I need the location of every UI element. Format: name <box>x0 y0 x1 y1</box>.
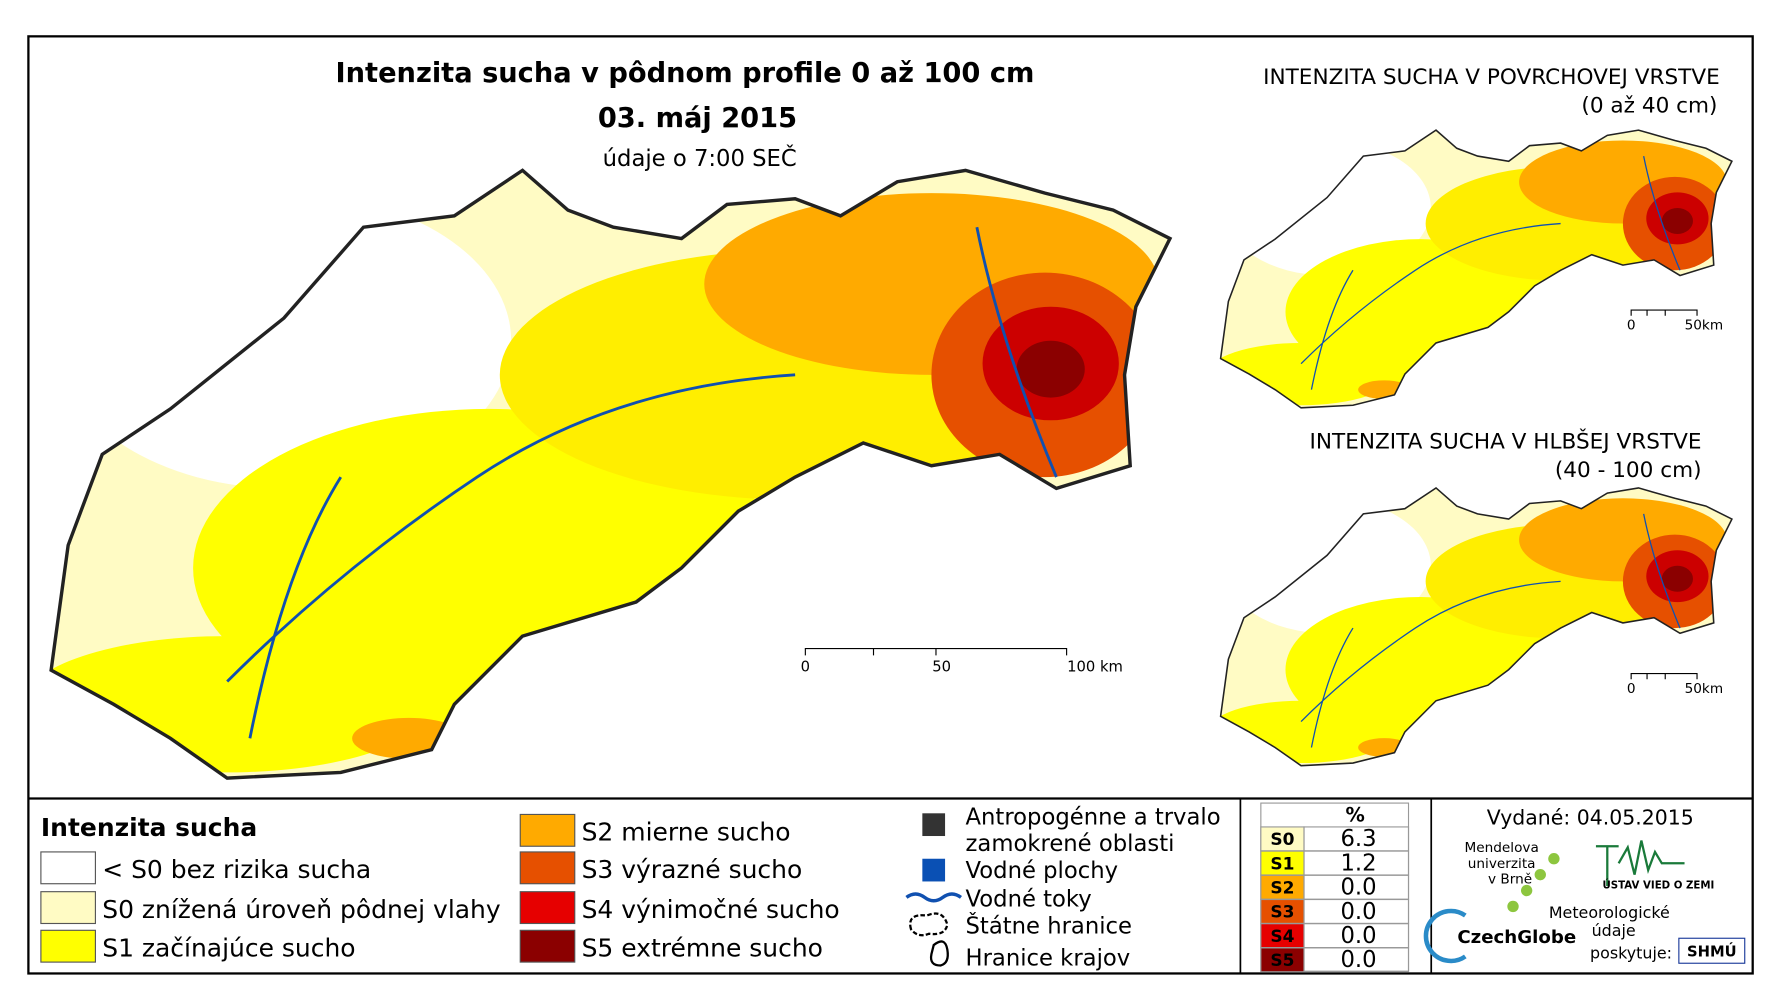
logo-text: CzechGlobe <box>1457 927 1576 948</box>
issued: Vydané: 04.05.2015 <box>1487 806 1694 830</box>
logo-text: Mendelova <box>1464 840 1538 856</box>
scale-label: 50km <box>1685 681 1724 697</box>
legend-label: S1 začínajúce sucho <box>102 933 355 962</box>
legend-symbol: Antropogénne a trvalo <box>966 805 1221 831</box>
inset-map <box>1208 488 1732 766</box>
legend-label: S4 výnimočné sucho <box>582 895 840 924</box>
scale-label: 0 <box>801 658 810 675</box>
table-value: 1.2 <box>1340 850 1376 876</box>
legend-swatch <box>519 891 576 925</box>
inset-subtitle: (40 - 100 cm) <box>1555 458 1702 483</box>
table-value: 6.3 <box>1340 826 1376 852</box>
legend-symbol: Hranice krajov <box>966 946 1131 972</box>
legend-swatch <box>40 851 96 885</box>
logo-text: údaje <box>1592 921 1636 940</box>
inset-title: INTENZITA SUCHA V HLBŠEJ VRSTVE <box>1310 429 1702 455</box>
legend-label: S2 mierne sucho <box>582 818 791 847</box>
time-note: údaje o 7:00 SEČ <box>603 144 797 172</box>
stats-table: % S0 6.3 S1 1.2 S2 0.0 S3 0.0 S4 0.0 S5 0.0 <box>1260 802 1410 973</box>
legend-symbol: Vodné plochy <box>966 858 1119 884</box>
logo-text: v Brně <box>1488 872 1532 888</box>
inset-title: INTENZITA SUCHA V POVRCHOVEJ VRSTVE <box>1263 65 1720 90</box>
legend-symbol: Vodné toky <box>966 886 1092 912</box>
table-value: 0.0 <box>1340 923 1376 949</box>
table-class: S2 <box>1270 878 1294 898</box>
scale-label: 0 <box>1627 317 1636 333</box>
legend-swatch <box>519 813 576 847</box>
table-class: S3 <box>1270 903 1294 923</box>
legend-classes: < S0 bez rizika sucha S0 znížená úroveň p… <box>40 813 840 963</box>
logo-text: ÚSTAV VIED O ZEMI <box>1602 878 1714 891</box>
scale-label: 100 km <box>1067 658 1123 675</box>
legend-swatch <box>40 929 96 963</box>
legend-title: Intenzita sucha <box>41 813 257 842</box>
logos: Mendelova univerzita v Brně CzechGlobe Ú… <box>1423 840 1746 964</box>
legend-symbol: zamokrené oblasti <box>966 831 1175 857</box>
legend-label: S5 extrémne sucho <box>582 933 823 962</box>
frame <box>27 35 1754 975</box>
logo-text: SHMÚ <box>1687 942 1737 960</box>
inset-map <box>1208 130 1732 408</box>
date: 03. máj 2015 <box>598 103 797 134</box>
scale-label: 50 <box>932 658 951 675</box>
scale-bar <box>804 648 1068 656</box>
legend-swatch <box>519 851 576 885</box>
scale-label: 0 <box>1627 681 1636 697</box>
table-class: S5 <box>1270 951 1294 971</box>
table-class: S4 <box>1270 927 1294 947</box>
table-class: S1 <box>1270 854 1294 874</box>
scale-label: 50km <box>1685 317 1724 333</box>
table-value: 0.0 <box>1340 947 1376 973</box>
legend-symbol: Štátne hranice <box>966 912 1132 940</box>
table-cell <box>1303 947 1410 973</box>
table-class: S0 <box>1270 830 1294 850</box>
logo-text: poskytuje: <box>1590 944 1672 963</box>
table-header: % <box>1345 803 1364 826</box>
legend-swatch <box>40 891 96 925</box>
legend-label: < S0 bez rizika sucha <box>102 855 371 884</box>
logo-text: univerzita <box>1468 856 1536 872</box>
legend-swatch <box>519 929 576 963</box>
title: Intenzita sucha v pôdnom profile 0 až 10… <box>336 58 1035 89</box>
legend-label: S3 výrazné sucho <box>582 855 803 884</box>
legend-label: S0 znížená úroveň pôdnej vlahy <box>102 895 501 924</box>
table-value: 0.0 <box>1340 875 1376 901</box>
logo-text: Meteorologické <box>1549 903 1670 922</box>
inset-subtitle: (0 až 40 cm) <box>1581 93 1717 118</box>
main-map <box>23 170 1170 778</box>
table-value: 0.0 <box>1340 899 1376 925</box>
